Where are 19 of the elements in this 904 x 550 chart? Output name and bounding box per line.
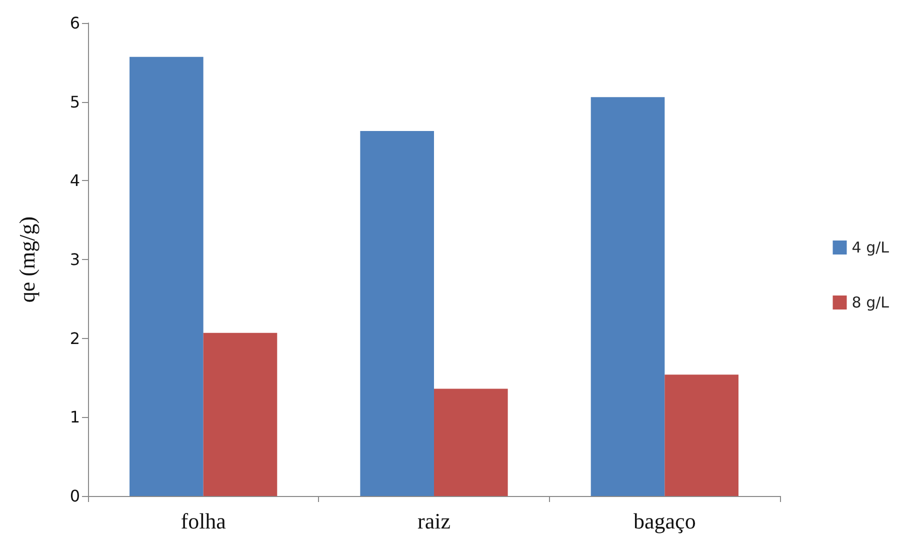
y-tick-label: 2 — [70, 328, 80, 348]
x-tick-label: folha — [180, 508, 226, 534]
bar — [130, 56, 204, 496]
legend-label: 4 g/L — [852, 238, 890, 256]
y-tick-label: 4 — [70, 171, 80, 190]
y-tick-label: 5 — [70, 92, 80, 112]
bar — [434, 388, 508, 496]
bar — [203, 332, 278, 496]
y-tick-label: 6 — [70, 14, 80, 32]
x-tick-label: bagaço — [634, 508, 696, 534]
y-tick-label: 0 — [70, 486, 80, 506]
bar — [360, 131, 434, 496]
y-tick-label: 3 — [70, 250, 80, 269]
y-tick-label: 1 — [70, 408, 80, 427]
bar — [590, 97, 665, 496]
bar — [664, 374, 738, 496]
y-axis-title: qe (mg/g) — [14, 216, 40, 303]
x-tick-label: raiz — [418, 508, 451, 534]
legend-label: 8 g/L — [852, 294, 890, 312]
